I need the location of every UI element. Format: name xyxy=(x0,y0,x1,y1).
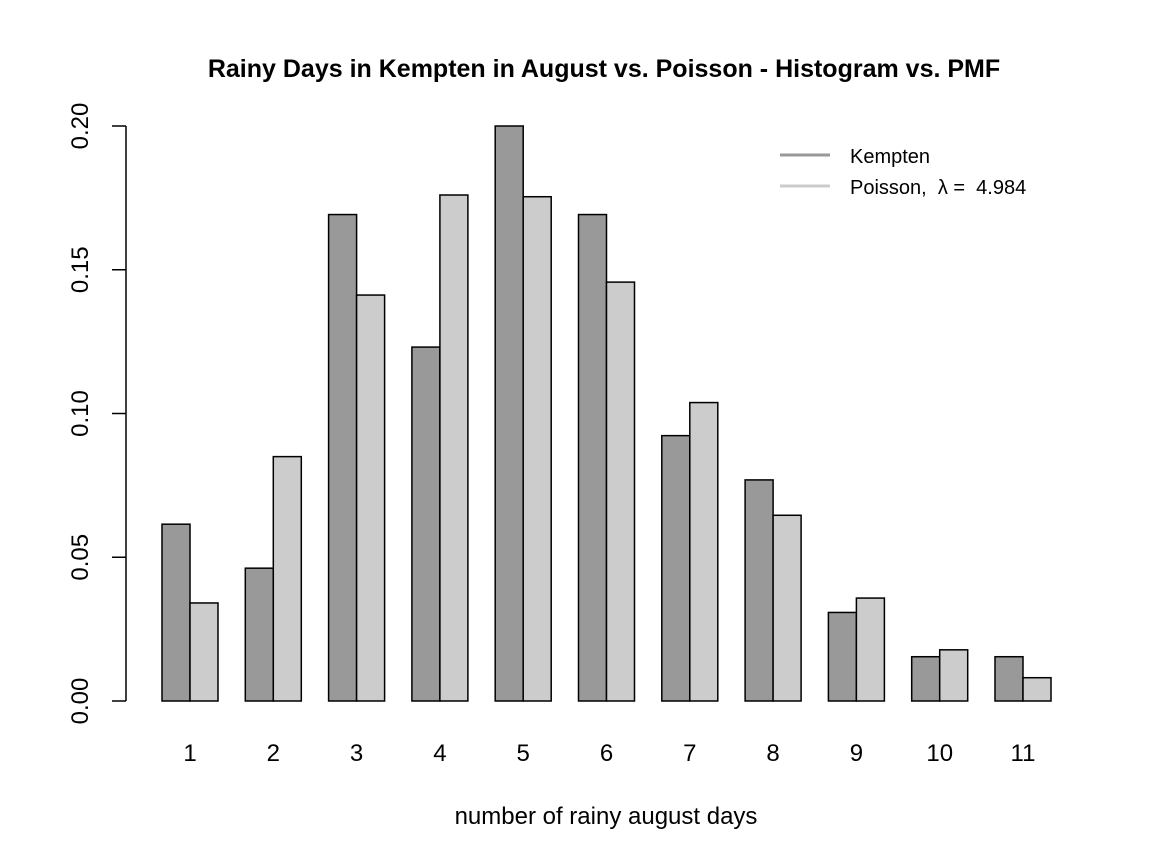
x-tick-label: 8 xyxy=(766,740,779,767)
bars xyxy=(161,125,1052,702)
bar-kempten-3 xyxy=(327,213,358,702)
bar-poisson-2 xyxy=(272,455,303,702)
x-axis-label: number of rainy august days xyxy=(455,803,758,830)
bar-kempten-2 xyxy=(244,567,275,702)
bar-poisson-9 xyxy=(855,597,886,702)
x-tick-label: 4 xyxy=(433,740,446,767)
legend: Kempten Poisson, λ = 4.984 xyxy=(780,146,1026,199)
y-tick-label: 0.00 xyxy=(67,678,94,725)
y-tick-label: 0.10 xyxy=(67,390,94,437)
bar-kempten-11 xyxy=(994,655,1024,702)
bar-kempten-9 xyxy=(827,611,858,702)
y-tick-label: 0.15 xyxy=(67,246,94,293)
bar-kempten-4 xyxy=(411,346,441,702)
bar-poisson-3 xyxy=(355,294,386,702)
x-tick-label: 3 xyxy=(350,740,363,767)
x-tick-label: 1 xyxy=(183,740,196,767)
bar-kempten-10 xyxy=(910,655,941,702)
bar-poisson-6 xyxy=(605,281,636,702)
legend-label-poisson: Poisson, λ = 4.984 xyxy=(850,177,1026,199)
y-axis: 0.00 0.05 0.10 0.15 0.20 xyxy=(67,103,127,725)
y-tick-label: 0.05 xyxy=(67,534,94,581)
x-tick-label: 5 xyxy=(517,740,530,767)
x-tick-label: 2 xyxy=(267,740,280,767)
chart-title: Rainy Days in Kempten in August vs. Pois… xyxy=(208,55,1000,83)
bar-poisson-7 xyxy=(689,401,719,702)
bar-kempten-7 xyxy=(661,434,691,702)
x-tick-label: 9 xyxy=(850,740,863,767)
bar-poisson-5 xyxy=(522,195,552,702)
bar-kempten-1 xyxy=(161,523,191,702)
bar-kempten-8 xyxy=(744,479,774,702)
legend-label-kempten: Kempten xyxy=(850,146,930,168)
bar-kempten-6 xyxy=(577,213,608,702)
x-tick-labels: 1 2 3 4 5 6 7 8 9 10 11 xyxy=(183,740,1035,767)
x-tick-label: 10 xyxy=(926,740,953,767)
bar-poisson-10 xyxy=(938,649,969,702)
bar-poisson-4 xyxy=(439,194,469,702)
bar-poisson-8 xyxy=(772,514,802,702)
x-tick-label: 11 xyxy=(1011,740,1036,767)
bar-poisson-1 xyxy=(189,602,219,702)
x-tick-label: 7 xyxy=(683,740,696,767)
bar-poisson-11 xyxy=(1022,676,1052,702)
y-tick-label: 0.20 xyxy=(67,103,94,150)
x-tick-label: 6 xyxy=(600,740,613,767)
bar-kempten-5 xyxy=(494,125,524,702)
